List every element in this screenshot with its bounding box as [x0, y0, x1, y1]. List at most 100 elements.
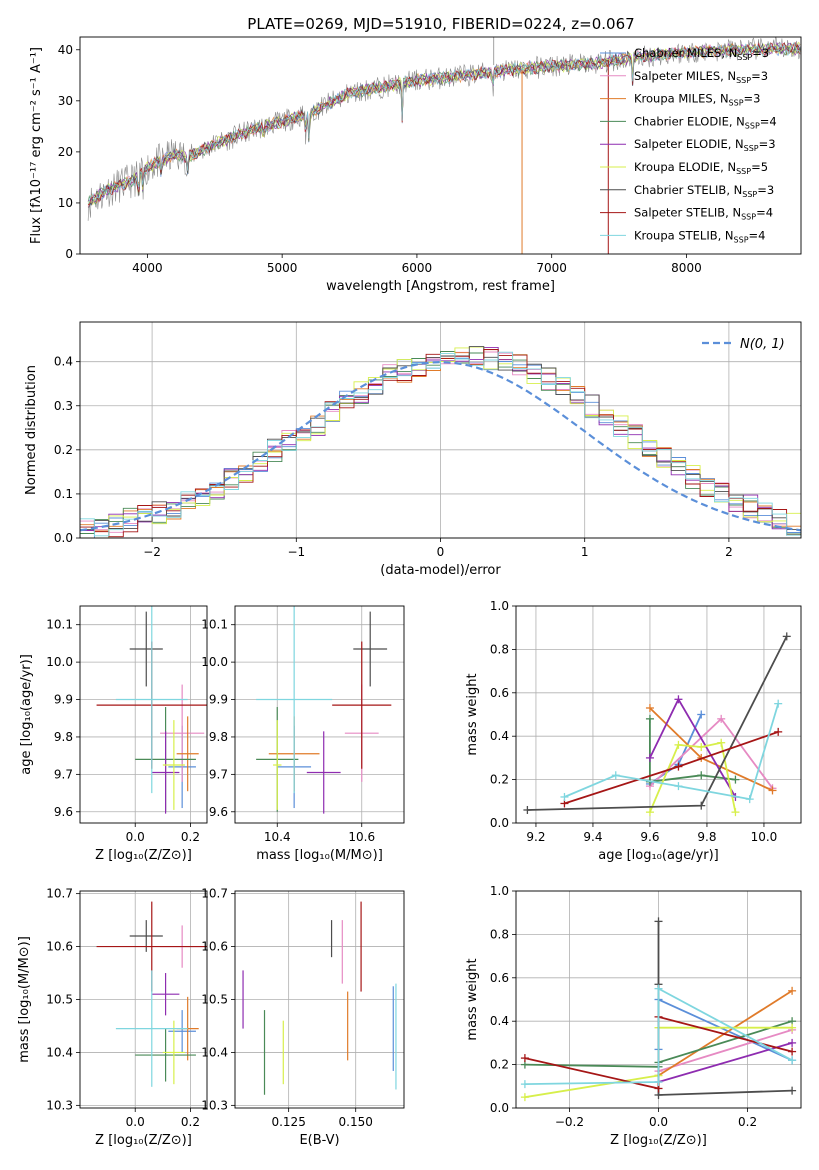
data-point	[560, 792, 569, 801]
y-tick-label: 0.1	[54, 487, 73, 501]
x-axis-label: Z [log₁₀(Z/Z⊙)]	[95, 1133, 192, 1148]
data-point	[645, 714, 654, 723]
legend-suffix: =4	[760, 114, 777, 128]
series-line	[658, 1029, 793, 1072]
series-salpeter-stelib	[560, 727, 783, 808]
y-axis-label: mass weight	[465, 673, 480, 755]
y-tick-label: 0.8	[490, 927, 509, 941]
x-tick-label: 10.0	[751, 830, 778, 844]
series-kroupa-miles	[645, 703, 777, 795]
axes-frame	[234, 890, 405, 1109]
legend-label: Chabrier STELIB, N	[634, 183, 742, 197]
y-tick-label: 10.0	[201, 655, 228, 669]
y-tick-label: 10.7	[46, 887, 73, 901]
y-tick-label: 0.8	[490, 642, 509, 656]
x-axis-label: (data-model)/error	[380, 563, 501, 578]
x-axis-label: Z [log₁₀(Z/Z⊙)]	[95, 848, 192, 863]
data-point	[788, 1047, 797, 1056]
y-tick-label: 0.0	[490, 1101, 509, 1115]
errorbar-chabrier-stelib	[129, 611, 163, 687]
y-tick-label: 9.9	[209, 693, 228, 707]
series-salpeter-elodie	[654, 1038, 797, 1086]
errorbar-chabrier-miles	[168, 1010, 196, 1053]
data-point	[774, 699, 783, 708]
legend-subscript: SSP	[734, 235, 749, 244]
data-point	[697, 710, 706, 719]
legend-label: Salpeter MILES, N	[634, 69, 736, 83]
x-tick-label: −0.2	[555, 1115, 584, 1129]
legend-subscript: SSP	[744, 144, 759, 153]
data-point	[717, 714, 726, 723]
x-axis-label: Z [log₁₀(Z/Z⊙)]	[610, 1133, 707, 1148]
legend-label: Kroupa STELIB, N	[634, 228, 734, 242]
data-point	[745, 795, 754, 804]
data-point	[788, 1056, 797, 1065]
errorbar-kroupa-elodie	[162, 720, 185, 810]
x-tick-label: 0.2	[738, 1115, 757, 1129]
y-axis-label: Normed distribution	[24, 365, 39, 495]
x-tick-label: 9.4	[583, 830, 602, 844]
y-tick-label: 0.6	[490, 686, 509, 700]
y-tick-label: 10.5	[46, 993, 73, 1007]
x-tick-label: 0.2	[181, 1115, 200, 1129]
series-kroupa-stelib	[560, 699, 783, 804]
data-point	[520, 1093, 529, 1102]
series-salpeter-miles	[645, 714, 777, 793]
series-line	[564, 731, 779, 805]
data-point	[520, 1054, 529, 1063]
y-tick-label: 9.8	[209, 730, 228, 744]
axes-frame	[515, 890, 802, 1109]
y-tick-label: 10.7	[201, 887, 228, 901]
y-tick-label: 9.9	[54, 693, 73, 707]
data-point	[788, 1038, 797, 1047]
legend-label: Kroupa ELODIE, N	[634, 160, 736, 174]
errorbar-kroupa-stelib	[115, 606, 188, 794]
y-tick-label: 0.6	[490, 971, 509, 985]
y-tick-label: 10.1	[46, 618, 73, 632]
x-tick-label: 0.0	[126, 830, 145, 844]
y-tick-label: 10.3	[201, 1098, 228, 1112]
errorbar-salpeter-elodie	[151, 731, 180, 814]
errorbar-salpeter-miles	[160, 684, 205, 782]
y-tick-label: 0.4	[54, 355, 73, 369]
x-axis-label: wavelength [Angstrom, rest frame]	[326, 279, 555, 294]
legend-suffix: =3	[757, 183, 774, 197]
data-point	[697, 771, 706, 780]
data-point	[782, 632, 791, 641]
x-tick-label: 0.0	[649, 1115, 668, 1129]
data-point	[788, 986, 797, 995]
axes-frame	[234, 605, 405, 824]
data-point	[717, 738, 726, 747]
data-point	[674, 782, 683, 791]
series-line	[524, 987, 793, 1085]
spectrum-lines	[87, 37, 801, 254]
axes-frame	[79, 605, 208, 824]
x-axis-label: mass [log₁₀(M/M⊙)]	[256, 848, 383, 863]
data-point	[697, 801, 706, 810]
y-tick-label: 10.6	[46, 940, 73, 954]
errorbar-kroupa-stelib	[256, 606, 333, 794]
data-point	[645, 703, 654, 712]
data-point	[697, 743, 706, 752]
series-chabrier-stelib	[523, 632, 791, 814]
errorbar-salpeter-elodie	[151, 973, 180, 1016]
data-point	[788, 1023, 797, 1032]
series-line	[527, 635, 788, 811]
legend-suffix: =3	[752, 46, 769, 60]
series-kroupa-miles	[654, 986, 797, 1080]
y-tick-label: 10.5	[201, 993, 228, 1007]
data-point	[731, 775, 740, 784]
data-point	[674, 695, 683, 704]
x-tick-label: 9.6	[640, 830, 659, 844]
y-tick-label: 9.6	[209, 805, 228, 819]
legend-subscript: SSP	[741, 213, 756, 222]
legend-label: Chabrier ELODIE, N	[634, 114, 745, 128]
y-tick-label: 0.0	[490, 816, 509, 830]
errorbar-chabrier-elodie	[135, 1028, 196, 1082]
y-tick-label: 9.7	[54, 767, 73, 781]
legend-entry: Chabrier MILES, NSSP=3	[634, 46, 769, 62]
x-tick-label: 0.125	[271, 1115, 305, 1129]
x-tick-label: 2	[725, 545, 733, 559]
panel-mass-vs-z: 0.0 0.2 10.3 10.4 10.5 10.6 10.7 Z [log₁₀(Z/Z⊙)…	[17, 887, 208, 1148]
histogram-chabrier-stelib	[80, 346, 801, 538]
